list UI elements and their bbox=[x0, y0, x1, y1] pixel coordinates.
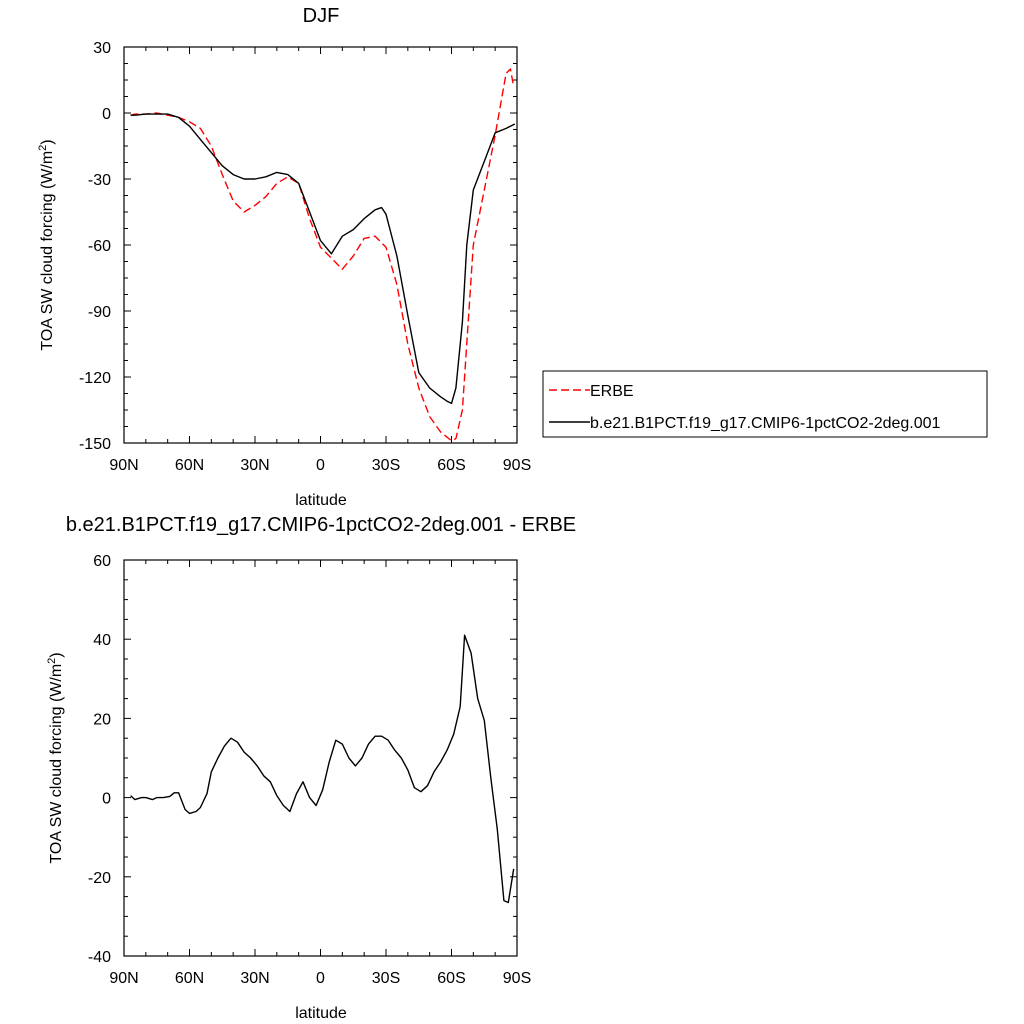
y-tick-label: -90 bbox=[88, 304, 111, 321]
y-tick-label: 60 bbox=[93, 553, 111, 570]
plot-frame bbox=[123, 46, 518, 444]
x-tick-label: 90S bbox=[503, 457, 531, 474]
y-tick-label: -30 bbox=[88, 172, 111, 189]
x-tick-label: 30N bbox=[240, 970, 269, 987]
x-tick-label: 30S bbox=[372, 970, 400, 987]
y-tick-label: 0 bbox=[102, 106, 111, 123]
series-line-model bbox=[130, 113, 516, 405]
series-line-model bbox=[130, 634, 515, 904]
x-tick-label: 30S bbox=[372, 457, 400, 474]
series-line-erbe bbox=[130, 68, 515, 442]
y-tick-label: -60 bbox=[88, 238, 111, 255]
y-tick-label: -150 bbox=[79, 436, 111, 453]
x-tick-label: 60S bbox=[437, 970, 465, 987]
x-tick-label: 60S bbox=[437, 457, 465, 474]
y-tick-label: 40 bbox=[93, 632, 111, 649]
y-tick-label: -20 bbox=[88, 870, 111, 887]
legend-label-model: b.e21.B1PCT.f19_g17.CMIP6-1pctCO2-2deg.0… bbox=[590, 415, 941, 432]
y-axis-label: TOA SW cloud forcing (W/m2) bbox=[37, 139, 56, 350]
panel-difference: b.e21.B1PCT.f19_g17.CMIP6-1pctCO2-2deg.0… bbox=[46, 514, 576, 1022]
y-tick-label: 0 bbox=[102, 791, 111, 808]
panel-djf: DJF 90N 60N 30N 0 30S 60S 90S 30 0 -30 -60 -90 -120 -… bbox=[37, 5, 988, 509]
chart-title: DJF bbox=[303, 5, 340, 27]
y-axis-label: TOA SW cloud forcing (W/m2) bbox=[46, 652, 65, 863]
plot-frame bbox=[123, 559, 518, 957]
x-tick-label: 0 bbox=[316, 970, 325, 987]
x-axis-label: latitude bbox=[295, 1005, 347, 1022]
legend-box bbox=[542, 370, 988, 438]
legend-label-erbe: ERBE bbox=[590, 383, 634, 400]
x-axis-label: latitude bbox=[295, 492, 347, 509]
x-tick-label: 30N bbox=[240, 457, 269, 474]
y-tick-label: 20 bbox=[93, 711, 111, 728]
y-tick-label: 30 bbox=[93, 40, 111, 57]
chart-title: b.e21.B1PCT.f19_g17.CMIP6-1pctCO2-2deg.0… bbox=[66, 514, 576, 536]
x-tick-label: 0 bbox=[316, 457, 325, 474]
y-tick-label: -40 bbox=[88, 949, 111, 966]
y-tick-label: -120 bbox=[79, 370, 111, 387]
x-tick-label: 60N bbox=[175, 970, 204, 987]
legend: ERBE b.e21.B1PCT.f19_g17.CMIP6-1pctCO2-2… bbox=[542, 370, 988, 438]
x-tick-label: 90N bbox=[109, 970, 138, 987]
x-tick-label: 60N bbox=[175, 457, 204, 474]
x-tick-label: 90N bbox=[109, 457, 138, 474]
x-tick-label: 90S bbox=[503, 970, 531, 987]
